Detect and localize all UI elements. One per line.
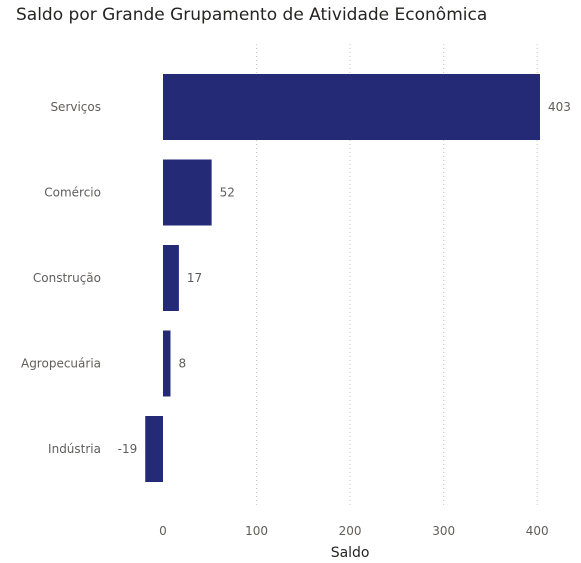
x-axis-title: Saldo — [331, 545, 370, 561]
bar[interactable] — [163, 159, 212, 226]
x-tick-label: 300 — [432, 524, 455, 538]
bar[interactable] — [145, 416, 163, 482]
bars — [145, 74, 541, 482]
x-tick-label: 0 — [159, 524, 167, 538]
category-label: Indústria — [48, 442, 101, 456]
data-label: -19 — [118, 442, 138, 456]
x-tick-label: 400 — [526, 524, 549, 538]
data-label: 403 — [548, 100, 571, 114]
bar[interactable] — [163, 245, 179, 311]
x-tick-label: 200 — [339, 524, 362, 538]
category-label: Construção — [33, 271, 101, 285]
bar[interactable] — [163, 74, 541, 140]
x-tick-label: 100 — [245, 524, 268, 538]
category-label: Serviços — [50, 100, 101, 114]
chart-title: Saldo por Grande Grupamento de Atividade… — [16, 5, 488, 25]
category-label: Agropecuária — [21, 357, 101, 371]
category-label: Comércio — [44, 186, 101, 200]
gridlines — [256, 44, 538, 508]
data-labels: 403 52 17 8 -19 — [118, 100, 571, 456]
data-label: 17 — [187, 271, 202, 285]
data-label: 52 — [220, 186, 235, 200]
category-labels: Serviços Comércio Construção Agropecuária In… — [21, 100, 101, 456]
bar[interactable] — [163, 330, 171, 397]
data-label: 8 — [178, 357, 186, 371]
x-axis-ticks: 0 100 200 300 400 — [159, 524, 548, 538]
